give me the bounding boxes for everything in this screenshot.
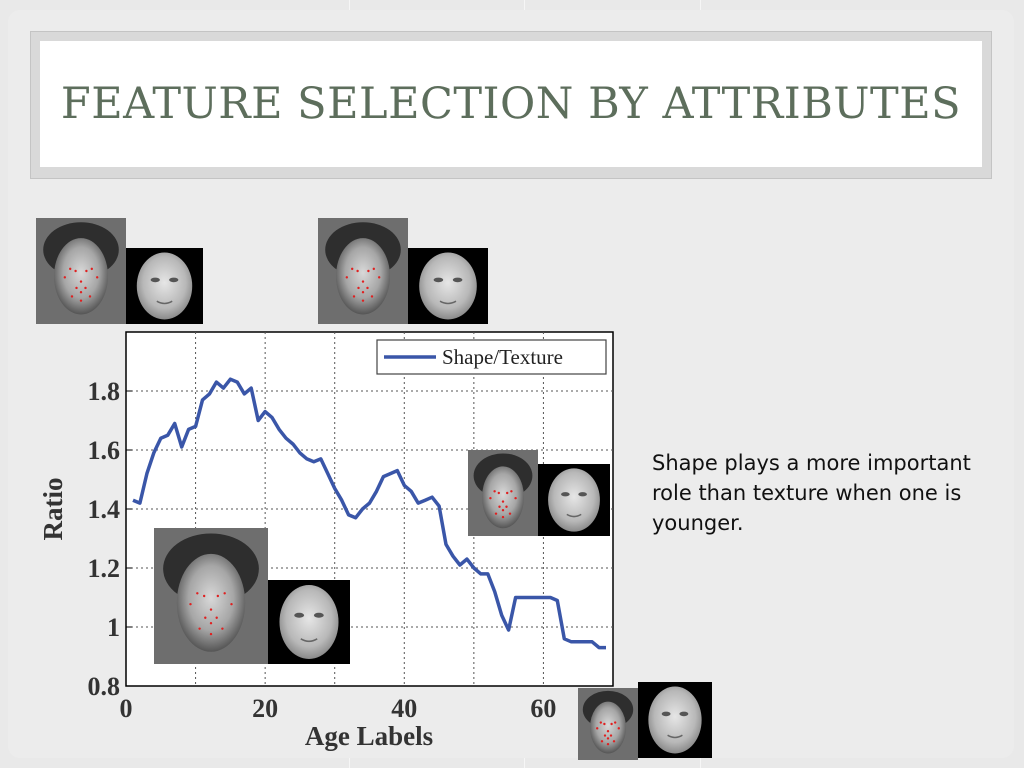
slide-title: Feature selection by attributes: [60, 79, 962, 129]
landmark-point: [75, 286, 78, 290]
young-woman-face-with-landmarks: [154, 528, 268, 664]
landmark-point: [606, 742, 610, 746]
landmark-point: [63, 276, 66, 279]
landmark-point: [79, 291, 83, 294]
woman-face-with-landmarks: [318, 218, 408, 324]
face-images: [36, 218, 712, 760]
landmark-point: [609, 734, 613, 737]
landmark-point: [69, 267, 72, 271]
landmark-point: [606, 737, 610, 740]
landmark-point: [600, 740, 604, 743]
landmark-point: [612, 740, 616, 743]
elderly-face-with-landmarks: [468, 450, 538, 536]
legend-label: Shape/Texture: [442, 345, 563, 369]
landmark-point: [79, 299, 83, 302]
landmark-point: [361, 291, 365, 294]
landmark-point: [209, 622, 213, 625]
landmark-point: [357, 286, 360, 290]
landmark-point: [603, 734, 607, 737]
axis-ticks: 0 20 40 60 0.8 1 1.2 1.4 1.6 1.8: [88, 377, 557, 723]
landmark-point: [88, 295, 92, 298]
landmark-point: [603, 722, 606, 726]
landmark-point: [223, 592, 226, 595]
landmark-point: [606, 730, 610, 733]
landmark-point: [510, 490, 513, 493]
older-man-face-normalized: [638, 682, 712, 758]
landmark-point: [501, 509, 505, 512]
landmark-point: [617, 727, 620, 730]
landmark-point: [221, 627, 224, 630]
older-man-face-photo: [578, 688, 638, 760]
landmark-point: [378, 276, 381, 279]
landmark-point: [356, 269, 359, 273]
woman-face-normalized: [408, 248, 488, 324]
landmark-point: [367, 269, 370, 273]
landmark-point: [501, 515, 505, 519]
y-axis-label: Ratio: [38, 478, 68, 541]
y-tick-label: 0.8: [88, 672, 121, 701]
landmark-point: [506, 491, 509, 495]
landmark-point: [614, 721, 617, 724]
title-box: Feature selection by attributes: [40, 41, 982, 167]
body-text: Shape plays a more important role than t…: [652, 451, 971, 535]
landmark-point: [599, 721, 602, 724]
landmark-point: [489, 496, 492, 500]
x-tick-label: 40: [391, 694, 417, 723]
landmark-point: [209, 608, 213, 611]
landmark-point: [74, 269, 77, 273]
landmark-point: [85, 269, 88, 273]
landmark-point: [230, 602, 233, 606]
x-tick-label: 60: [530, 694, 556, 723]
y-tick-label: 1.6: [88, 436, 121, 465]
landmark-point: [596, 727, 599, 730]
x-tick-label: 0: [120, 694, 133, 723]
landmark-point: [196, 592, 199, 595]
child-face-with-landmarks: [36, 218, 126, 324]
landmark-point: [610, 722, 613, 726]
y-tick-label: 1.8: [88, 377, 121, 406]
elderly-face-normalized: [538, 464, 610, 536]
series-line-shape-texture: [132, 377, 606, 650]
landmark-point: [352, 295, 356, 298]
x-tick-label: 20: [252, 694, 278, 723]
landmark-point: [361, 299, 365, 302]
landmark-point: [345, 276, 348, 279]
landmark-point: [361, 280, 365, 283]
landmark-point: [366, 286, 369, 290]
legend: Shape/Texture: [376, 339, 607, 375]
landmark-point: [216, 594, 220, 598]
landmark-point: [209, 632, 213, 636]
landmark-point: [514, 496, 517, 500]
landmark-point: [497, 491, 500, 495]
x-axis-label: Age Labels: [305, 721, 433, 751]
landmark-point: [505, 505, 508, 508]
landmark-point: [202, 594, 206, 598]
landmark-point: [84, 286, 87, 290]
y-tick-label: 1.4: [88, 495, 121, 524]
landmark-point: [498, 505, 501, 508]
landmark-point: [494, 512, 498, 515]
landmark-point: [372, 267, 375, 271]
landmark-point: [90, 267, 94, 271]
landmark-point: [508, 512, 512, 515]
y-tick-label: 1.2: [88, 554, 121, 583]
young-woman-face-normalized: [268, 580, 350, 664]
landmark-point: [198, 627, 201, 630]
landmark-point: [351, 267, 354, 271]
y-tick-label: 1: [107, 613, 120, 642]
landmark-point: [189, 602, 192, 606]
landmark-point: [215, 616, 218, 619]
landmark-point: [501, 500, 505, 503]
landmark-point: [79, 280, 83, 283]
landmark-point: [204, 616, 207, 619]
landmark-point: [96, 276, 99, 279]
landmark-point: [70, 295, 74, 298]
child-face-normalized: [126, 248, 203, 324]
landmark-point: [493, 490, 496, 493]
landmark-point: [370, 295, 374, 298]
